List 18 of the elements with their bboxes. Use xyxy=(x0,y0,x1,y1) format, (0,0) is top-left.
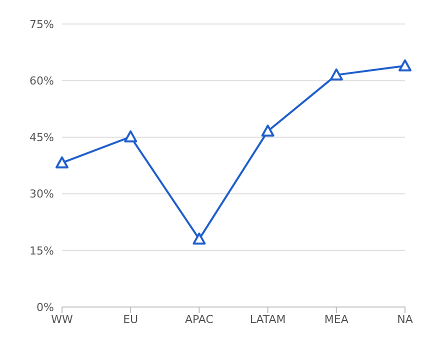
point xyxy=(261,124,274,137)
y-tick-label: 45% xyxy=(30,131,54,144)
y-tick-label: 15% xyxy=(30,244,54,258)
x-tick-label: APAC xyxy=(184,312,214,326)
x-tick-label: MEA xyxy=(324,312,349,326)
x-tick-label: EU xyxy=(123,312,138,326)
x-tick-label: LATAM xyxy=(250,312,286,326)
point xyxy=(330,68,343,80)
point xyxy=(398,59,412,72)
x-tick-label: WW xyxy=(51,312,73,326)
x-tick-label: NA xyxy=(397,312,414,326)
y-tick-label: 60% xyxy=(30,74,54,88)
point xyxy=(192,232,206,245)
y-tick-label: 75% xyxy=(30,18,54,31)
y-tick-label: 0% xyxy=(36,300,54,314)
point xyxy=(56,156,68,168)
y-tick-label: 30% xyxy=(30,188,54,201)
point xyxy=(124,130,138,142)
